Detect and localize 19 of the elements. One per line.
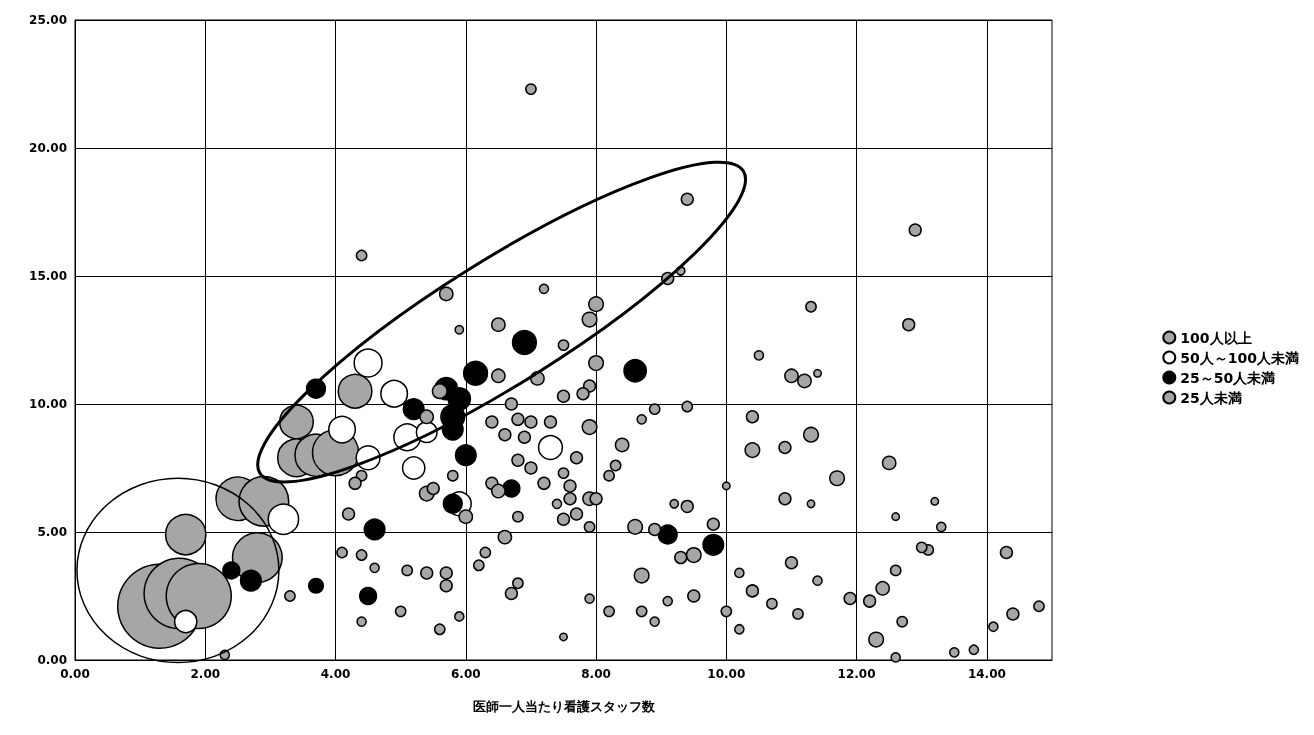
- x-tick-label: 2.00: [190, 667, 221, 681]
- y-tick-label: 0.00: [37, 653, 67, 667]
- y-tick-label: 5.00: [37, 525, 67, 539]
- x-tick-label: 0.00: [60, 667, 90, 681]
- x-tick-label: 4.00: [320, 667, 351, 681]
- x-axis-title: 医師一人当たり看護スタッフ数: [472, 699, 656, 714]
- x-tick-label: 10.00: [707, 667, 746, 681]
- legend-label: 50人～100人未満: [1180, 349, 1300, 366]
- x-tick-label: 14.00: [967, 667, 1006, 681]
- y-tick-label: 10.00: [29, 397, 67, 411]
- y-tick-label: 20.00: [29, 141, 67, 155]
- x-tick-label: 6.00: [451, 667, 481, 681]
- x-tick-label: 8.00: [581, 667, 611, 681]
- legend-label: 100人以上: [1180, 329, 1252, 346]
- y-tick-label: 25.00: [29, 13, 67, 27]
- y-tick-label: 15.00: [29, 269, 67, 283]
- legend-label: 25～50人未満: [1180, 369, 1276, 386]
- x-tick-label: 12.00: [837, 667, 876, 681]
- legend-label: 25人未満: [1180, 389, 1242, 406]
